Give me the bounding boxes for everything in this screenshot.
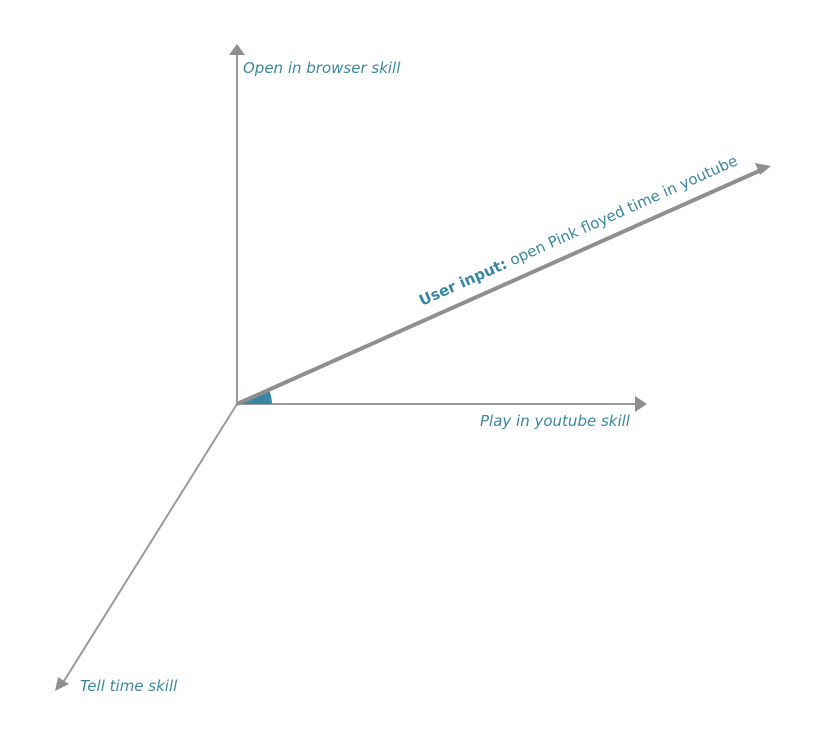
user-input-vector-arrowhead xyxy=(755,163,771,175)
user-input-vector xyxy=(236,163,771,406)
axis-open-browser-label: Open in browser skill xyxy=(243,59,401,77)
axis-open-browser-arrowhead xyxy=(229,44,245,55)
axis-open-browser xyxy=(229,44,245,404)
user-input-label: User input: open Pink floyed time in you… xyxy=(416,152,740,310)
axis-play-youtube-arrowhead xyxy=(635,396,647,412)
axis-tell-time-arrowhead xyxy=(55,677,69,691)
axis-play-youtube-label: Play in youtube skill xyxy=(480,412,631,430)
user-input-text: open Pink floyed time in youtube xyxy=(502,152,740,272)
axis-tell-time xyxy=(55,403,238,691)
axis-play-youtube xyxy=(237,396,647,412)
axis-tell-time-label: Tell time skill xyxy=(80,677,178,695)
